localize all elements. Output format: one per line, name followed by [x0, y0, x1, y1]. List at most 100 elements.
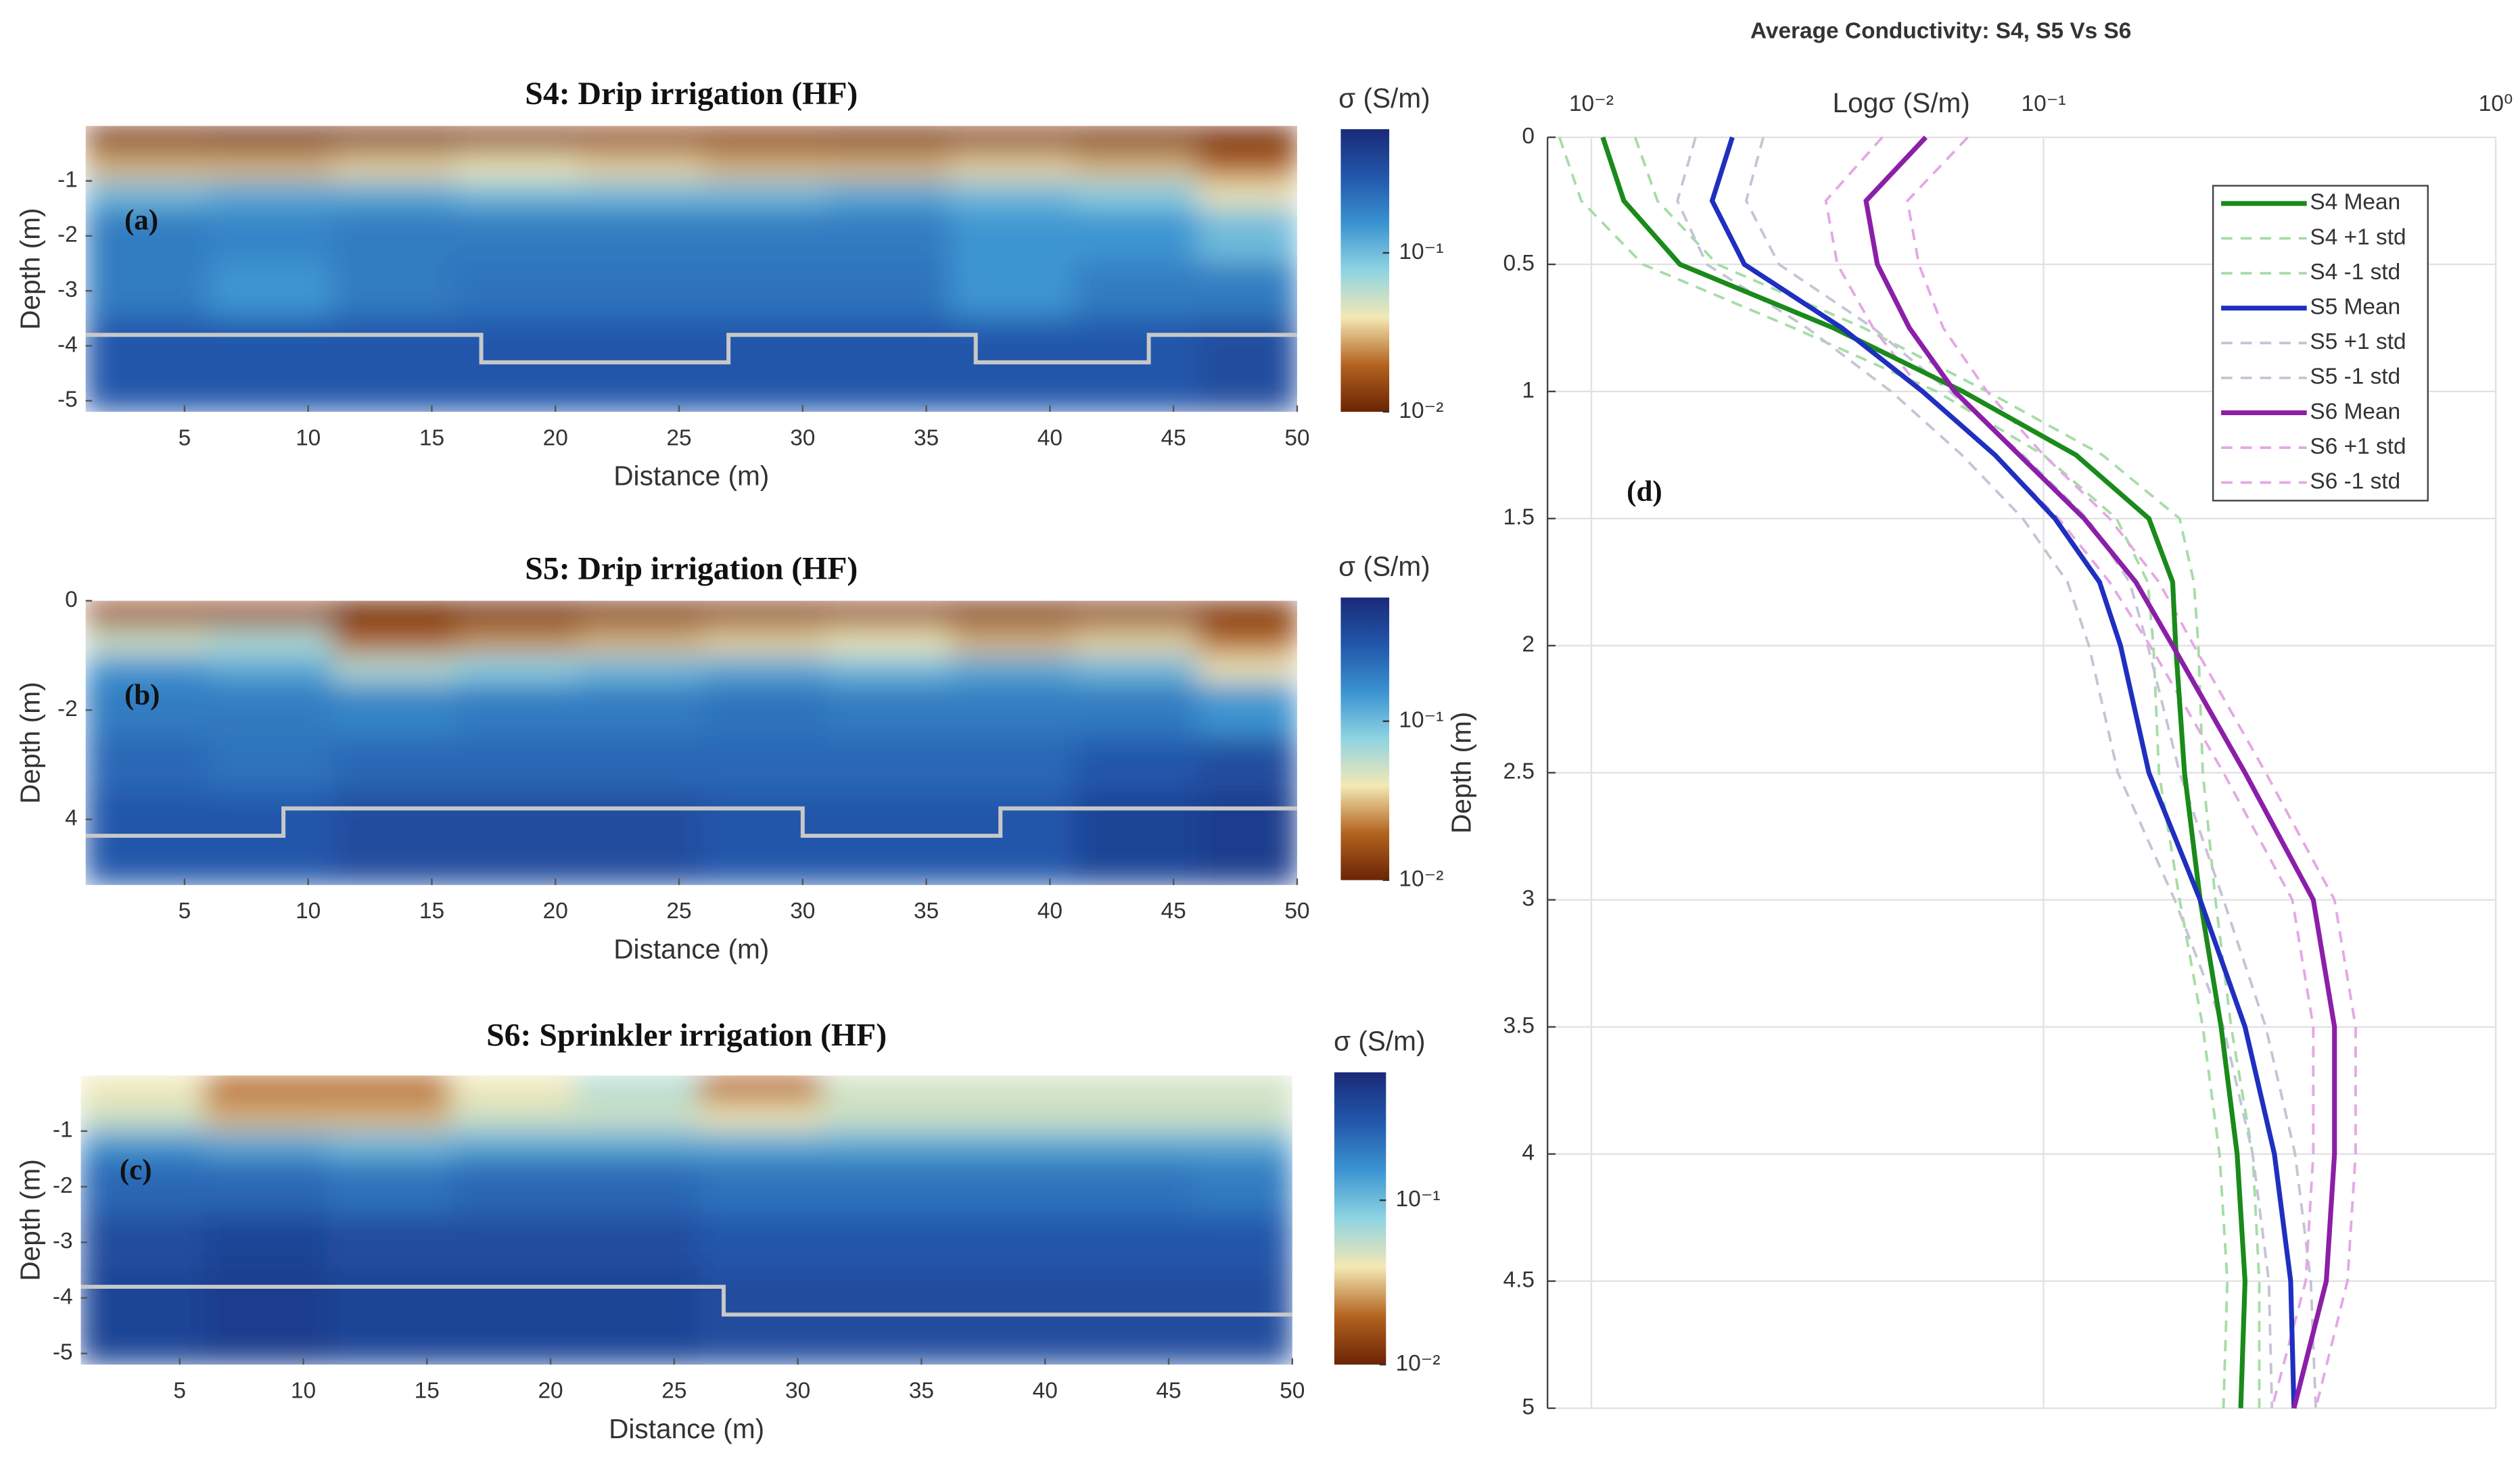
series-line	[1709, 136, 2297, 1408]
heatmap-cell	[455, 180, 581, 210]
heatmap-cell	[332, 682, 458, 738]
heatmap-cell	[85, 126, 210, 155]
heatmap-cell	[204, 1213, 329, 1271]
heatmap-cell	[703, 600, 829, 630]
heatmap-cell	[332, 655, 458, 684]
heatmap-cell	[579, 317, 705, 412]
heatmap-cell	[332, 600, 458, 630]
heatmap-cell	[450, 1213, 576, 1271]
heatmap-cell	[579, 208, 705, 264]
heatmap-cell	[821, 1075, 948, 1104]
chart-title: S6: Sprinkler irrigation (HF)	[486, 1018, 887, 1053]
heatmap-cell	[950, 317, 1076, 412]
heatmap-cell	[450, 1130, 576, 1160]
heatmap-cell	[950, 208, 1076, 264]
x-tick-label: 40	[1033, 1379, 1058, 1404]
heatmap-cell	[1197, 317, 1297, 412]
heatmap-cell	[950, 736, 1076, 793]
y-tick-label: -3	[53, 1229, 73, 1254]
y-tick-label: 0	[1522, 124, 1535, 149]
x-axis-label: Logσ (S/m)	[1833, 87, 1970, 118]
heatmap-cell	[574, 1213, 700, 1271]
legend-label: S5 Mean	[2310, 295, 2400, 320]
y-tick-label: -5	[53, 1340, 73, 1365]
heatmap-cell	[579, 262, 705, 320]
x-tick-label: 50	[1284, 425, 1309, 450]
x-tick-label: 30	[790, 425, 815, 450]
legend-label: S6 Mean	[2310, 399, 2400, 424]
y-tick-label: 4.5	[1503, 1268, 1535, 1293]
heatmap-cell	[698, 1158, 824, 1216]
heatmap-cell	[85, 791, 210, 885]
colorbar-tick-label: 10⁻²	[1399, 866, 1443, 891]
x-tick-label: 20	[538, 1379, 563, 1404]
heatmap-cell	[1073, 180, 1199, 210]
heatmap-cell	[1073, 208, 1199, 264]
colorbar	[1334, 1072, 1386, 1365]
heatmap-cell	[698, 1213, 824, 1271]
y-tick-label: 2	[1522, 632, 1535, 657]
heatmap-cell	[1197, 262, 1297, 320]
x-tick-label: 20	[543, 899, 568, 924]
heatmap-cell	[455, 152, 581, 182]
heatmap-cell	[455, 600, 581, 630]
panel-label: (d)	[1627, 476, 1662, 508]
panel-label: (b)	[124, 680, 160, 711]
heatmap-cell	[204, 1130, 329, 1160]
panel-label: (a)	[124, 204, 158, 236]
chart-title: Average Conductivity: S4, S5 Vs S6	[1750, 19, 2131, 44]
heatmap	[85, 126, 1297, 412]
boundary-line	[85, 806, 1297, 838]
heatmap-cell	[1197, 180, 1297, 210]
y-tick-label: -2	[57, 222, 78, 247]
heatmap-cell	[1197, 682, 1297, 738]
heatmap-cell	[450, 1102, 576, 1133]
heatmap-cell	[579, 655, 705, 684]
y-tick-label: -2	[53, 1173, 73, 1198]
heatmap-cell	[85, 682, 210, 738]
heatmap-cell	[85, 627, 210, 657]
heatmap-cell	[1197, 208, 1297, 264]
y-tick-label: 2.5	[1503, 759, 1535, 784]
heatmap-cell	[821, 1158, 948, 1216]
heatmap-cell	[332, 262, 458, 320]
colorbar	[1340, 129, 1390, 412]
heatmap-cell	[945, 1102, 1071, 1133]
heatmap-cell	[1069, 1075, 1194, 1104]
colorbar-tick-label: 10⁻¹	[1399, 239, 1443, 264]
heatmap-cell	[450, 1075, 576, 1104]
y-axis-label: Depth (m)	[1446, 712, 1477, 834]
x-tick-label: 10	[296, 425, 321, 450]
heatmap-cell	[332, 208, 458, 264]
x-axis-label: Distance (m)	[613, 460, 769, 492]
heatmap-cell	[455, 791, 581, 885]
y-tick-label: 4	[1522, 1141, 1535, 1166]
heatmap-cell	[204, 1075, 329, 1104]
colorbar-tick-label: 10⁻²	[1396, 1351, 1441, 1376]
series-line	[1824, 136, 2315, 1409]
heatmap-cell	[327, 1130, 453, 1160]
heatmap-cell	[1073, 791, 1199, 885]
x-tick-label: 50	[1284, 899, 1309, 924]
heatmap-cell	[703, 262, 829, 320]
heatmap-cell	[85, 600, 210, 630]
y-axis-label: Depth (m)	[15, 208, 46, 329]
heatmap-cell	[945, 1075, 1071, 1104]
y-tick-label: 1	[1522, 378, 1535, 403]
legend-label: S4 -1 std	[2310, 260, 2400, 285]
heatmap-cell	[208, 180, 334, 210]
heatmap-cell	[826, 152, 952, 182]
heatmap-cell	[579, 180, 705, 210]
y-axis-label: Depth (m)	[15, 1159, 46, 1281]
heatmap-cell	[579, 736, 705, 793]
heatmap-cell	[579, 600, 705, 630]
heatmap-cell	[85, 180, 210, 210]
heatmap-cell	[1192, 1158, 1292, 1216]
heatmap-cell	[327, 1102, 453, 1133]
heatmap-cell	[698, 1102, 824, 1133]
heatmap-cell	[703, 180, 829, 210]
heatmap-cell	[826, 791, 952, 885]
boundary-line	[85, 333, 1297, 364]
y-axis-label: Depth (m)	[15, 682, 46, 803]
x-tick-label: 45	[1161, 425, 1186, 450]
